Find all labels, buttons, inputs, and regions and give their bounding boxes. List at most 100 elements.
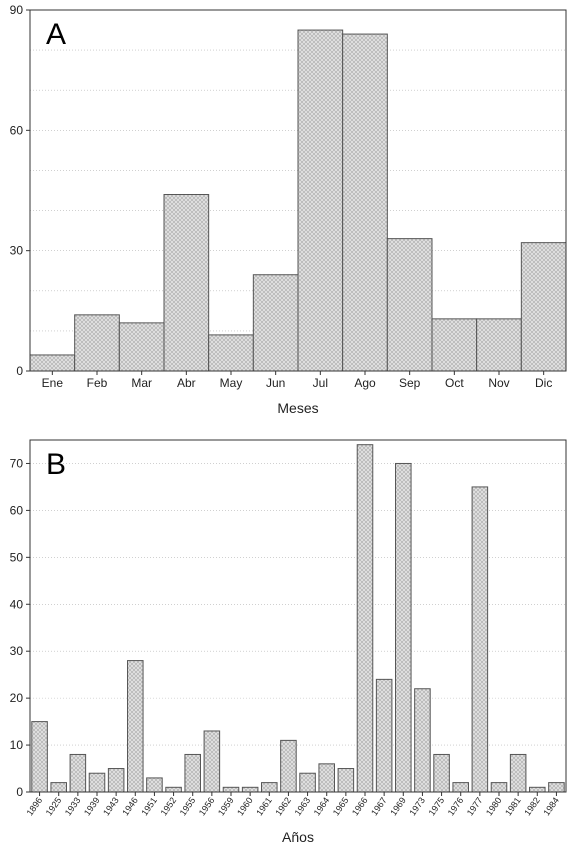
x-tick-label: 1925 xyxy=(44,795,64,817)
bar-Mar xyxy=(118,322,165,372)
y-tick-label: 10 xyxy=(10,738,24,752)
x-tick-label: 1973 xyxy=(407,795,427,817)
bar-Feb xyxy=(74,314,120,372)
x-tick-label: 1962 xyxy=(273,795,293,817)
bar-Jul xyxy=(297,29,344,372)
x-tick-label: 1961 xyxy=(254,795,274,817)
x-tick-label: 1956 xyxy=(197,795,217,817)
y-tick-label: 20 xyxy=(10,691,24,705)
x-tick-label: Mar xyxy=(131,376,152,390)
x-tick-label: May xyxy=(220,376,243,390)
bar-1975 xyxy=(433,753,450,793)
y-tick-label: 90 xyxy=(10,3,24,17)
x-tick-label: 1982 xyxy=(522,795,542,817)
x-tick-label: Jun xyxy=(266,376,285,390)
bar-1961 xyxy=(261,782,278,793)
bar-1925 xyxy=(50,782,67,793)
bar-Oct xyxy=(431,318,478,372)
bar-Nov xyxy=(476,318,522,372)
bar-1964 xyxy=(318,763,335,793)
x-tick-label: Oct xyxy=(445,376,464,390)
x-tick-label: 1933 xyxy=(63,795,83,817)
y-tick-label: 70 xyxy=(10,456,24,470)
x-tick-label: 1963 xyxy=(293,795,313,817)
bar-1966 xyxy=(356,444,374,793)
bar-Abr xyxy=(163,194,210,372)
x-tick-label: 1960 xyxy=(235,795,255,817)
x-tick-label: Nov xyxy=(488,376,509,390)
x-tick-label: Jul xyxy=(313,376,328,390)
x-tick-label: Ene xyxy=(42,376,64,390)
plot-frame xyxy=(29,9,567,372)
x-tick-label: 1946 xyxy=(120,795,140,817)
bar-1962 xyxy=(280,739,297,793)
y-tick-label: 0 xyxy=(16,785,23,799)
bar-Jun xyxy=(252,274,299,372)
bar-1977 xyxy=(471,486,489,793)
y-tick-label: 0 xyxy=(16,364,23,378)
x-tick-label: 1965 xyxy=(331,795,351,817)
x-tick-label: 1951 xyxy=(139,795,159,817)
plot-frame xyxy=(29,439,567,793)
bar-1980 xyxy=(490,782,508,793)
bar-1967 xyxy=(375,678,393,793)
bar-Ene xyxy=(29,354,76,372)
x-tick-label: 1966 xyxy=(350,795,370,817)
bar-1955 xyxy=(184,753,201,793)
bar-May xyxy=(208,334,254,372)
bar-1984 xyxy=(548,782,565,793)
x-tick-label: 1980 xyxy=(484,795,504,817)
chart-a: 0 30 60 90 Ene Feb Mar Abr May Jun Jul Ago Sep Oct Nov… xyxy=(10,3,567,416)
y-tick-label: 40 xyxy=(10,597,24,611)
x-tick-label: 1975 xyxy=(427,795,447,817)
bar-1951 xyxy=(146,777,163,793)
x-tick-label: 1952 xyxy=(159,795,179,817)
bar-1973 xyxy=(414,688,431,793)
bar-1896 xyxy=(31,721,48,793)
bar-1959 xyxy=(222,786,240,793)
bar-1981 xyxy=(509,753,527,793)
x-tick-label: 1977 xyxy=(465,795,485,817)
bar-1982 xyxy=(529,786,546,793)
y-tick-label: 60 xyxy=(10,123,24,137)
x-axis-label: Meses xyxy=(277,400,318,416)
x-tick-label: 1976 xyxy=(446,795,466,817)
x-tick-label: 1896 xyxy=(25,795,45,817)
bar-1952 xyxy=(165,786,182,793)
bar-1933 xyxy=(69,753,87,793)
x-tick-label: 1981 xyxy=(503,795,523,817)
y-tick-label: 60 xyxy=(10,503,24,517)
x-tick-label: Feb xyxy=(87,376,108,390)
bar-1943 xyxy=(107,768,125,793)
bar-1965 xyxy=(337,768,355,793)
x-tick-label: 1955 xyxy=(178,795,198,817)
y-tick-label: 50 xyxy=(10,550,24,564)
y-tick-label: 30 xyxy=(10,244,24,258)
bar-Dic xyxy=(520,242,567,372)
x-tick-label: 1943 xyxy=(101,795,121,817)
x-axis-label: Años xyxy=(282,829,314,845)
bar-1976 xyxy=(452,782,469,793)
bar-1969 xyxy=(395,462,412,793)
x-tick-label: 1959 xyxy=(216,795,236,817)
panel-label: A xyxy=(46,18,66,51)
x-tick-label: 1939 xyxy=(82,795,102,817)
panel-label: B xyxy=(46,448,66,481)
bar-1946 xyxy=(127,660,144,793)
x-tick-label: Dic xyxy=(535,376,552,390)
x-tick-label: Ago xyxy=(354,376,376,390)
bar-1956 xyxy=(203,730,221,793)
x-tick-label: 1984 xyxy=(541,795,561,817)
x-tick-label: Sep xyxy=(399,376,421,390)
bar-1960 xyxy=(241,786,259,793)
y-tick-label: 30 xyxy=(10,644,24,658)
bar-1963 xyxy=(299,772,316,793)
bar-1939 xyxy=(88,772,106,793)
x-tick-label: Abr xyxy=(177,376,196,390)
x-tick-label: 1969 xyxy=(388,795,408,817)
bar-Ago xyxy=(342,33,388,372)
bar-Sep xyxy=(386,238,433,372)
x-tick-label: 1964 xyxy=(312,795,332,817)
